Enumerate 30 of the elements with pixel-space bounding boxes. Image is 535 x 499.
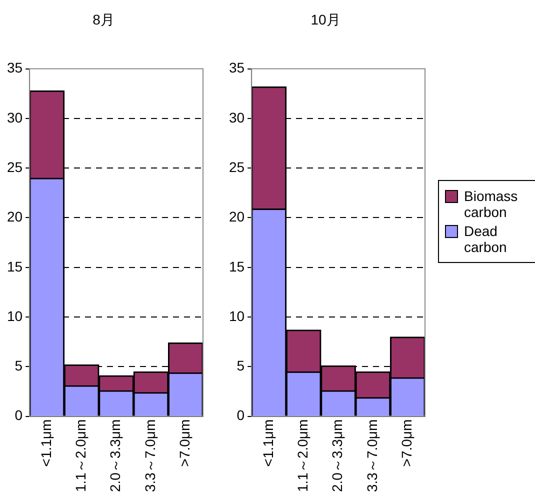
y-tick-label: 25: [228, 158, 245, 175]
y-tick-label: 10: [6, 308, 23, 324]
x-tick-label: <1.1μm: [260, 419, 276, 467]
y-tick-label: 0: [14, 407, 23, 424]
x-tick-label: 1.1～2.0μm: [294, 419, 310, 492]
x-tick-label: 2.0～3.3μm: [107, 419, 124, 492]
y-tick-label: 25: [6, 158, 23, 175]
y-tick-label: 20: [228, 208, 245, 225]
x-tick-label: >7.0μm: [398, 419, 415, 467]
chart-title: 10月: [310, 11, 340, 28]
y-tick-label: 5: [14, 358, 23, 374]
y-tick-label: 5: [236, 358, 245, 374]
y-tick-label: 10: [228, 308, 245, 324]
x-tick-label: <1.1μm: [38, 419, 54, 467]
x-tick-label: 2.0～3.3μm: [329, 419, 346, 492]
y-tick-label: 15: [228, 258, 245, 274]
x-tick-label: >7.0μm: [176, 419, 193, 467]
x-tick-label: 3.3～7.0μm: [142, 419, 158, 492]
legend-label: Dead carbon: [464, 223, 508, 255]
chart-title: 8月: [92, 11, 114, 28]
y-tick-label: 0: [236, 407, 245, 424]
y-tick-label: 15: [6, 258, 23, 274]
x-tick-label: 3.3～7.0μm: [364, 419, 380, 492]
legend-label: Biomass carbon: [464, 188, 519, 220]
y-tick-label: 35: [228, 60, 245, 76]
y-tick-label: 30: [228, 109, 245, 126]
y-tick-label: 30: [6, 109, 23, 126]
y-tick-label: 35: [6, 60, 23, 76]
x-tick-label: 1.1～2.0μm: [72, 419, 88, 492]
y-tick-label: 20: [6, 208, 23, 225]
